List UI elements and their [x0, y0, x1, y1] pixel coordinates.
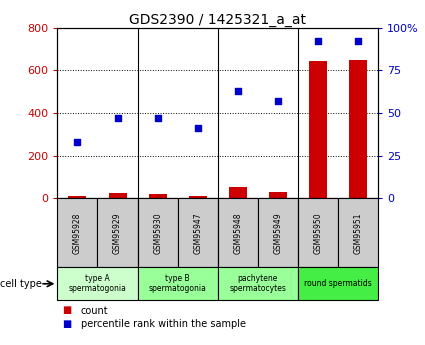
- Bar: [138, 267, 218, 300]
- Text: GSM95928: GSM95928: [73, 212, 82, 254]
- Bar: [218, 198, 258, 267]
- Point: [275, 98, 281, 104]
- Text: cell type: cell type: [0, 279, 42, 289]
- Text: GSM95949: GSM95949: [273, 212, 283, 254]
- Text: type A
spermatogonia: type A spermatogonia: [68, 274, 126, 294]
- Bar: [298, 198, 338, 267]
- Text: GSM95930: GSM95930: [153, 212, 162, 254]
- Text: GSM95948: GSM95948: [233, 212, 242, 254]
- Text: type B
spermatogonia: type B spermatogonia: [149, 274, 207, 294]
- Text: ■: ■: [62, 319, 71, 329]
- Text: GSM95929: GSM95929: [113, 212, 122, 254]
- Text: GSM95947: GSM95947: [193, 212, 202, 254]
- Bar: [269, 192, 287, 198]
- Point: [74, 139, 81, 145]
- Text: pachytene
spermatocytes: pachytene spermatocytes: [230, 274, 286, 294]
- Bar: [338, 198, 378, 267]
- Point: [314, 39, 321, 44]
- Bar: [189, 196, 207, 198]
- Text: round spermatids: round spermatids: [304, 279, 372, 288]
- Point: [194, 126, 201, 131]
- Point: [154, 115, 161, 121]
- Bar: [298, 267, 378, 300]
- Bar: [149, 194, 167, 198]
- Bar: [57, 198, 97, 267]
- Bar: [108, 193, 127, 198]
- Bar: [57, 267, 138, 300]
- Bar: [349, 60, 367, 198]
- Bar: [258, 198, 298, 267]
- Text: percentile rank within the sample: percentile rank within the sample: [81, 319, 246, 329]
- Text: count: count: [81, 306, 108, 315]
- Bar: [138, 198, 178, 267]
- Bar: [309, 61, 327, 198]
- Bar: [229, 187, 247, 198]
- Text: GSM95950: GSM95950: [314, 212, 323, 254]
- Text: ■: ■: [62, 306, 71, 315]
- Bar: [97, 198, 138, 267]
- Point: [235, 88, 241, 93]
- Bar: [178, 198, 218, 267]
- Bar: [218, 267, 298, 300]
- Title: GDS2390 / 1425321_a_at: GDS2390 / 1425321_a_at: [129, 12, 306, 27]
- Point: [355, 39, 362, 44]
- Point: [114, 115, 121, 121]
- Bar: [68, 196, 86, 198]
- Text: GSM95951: GSM95951: [354, 212, 363, 254]
